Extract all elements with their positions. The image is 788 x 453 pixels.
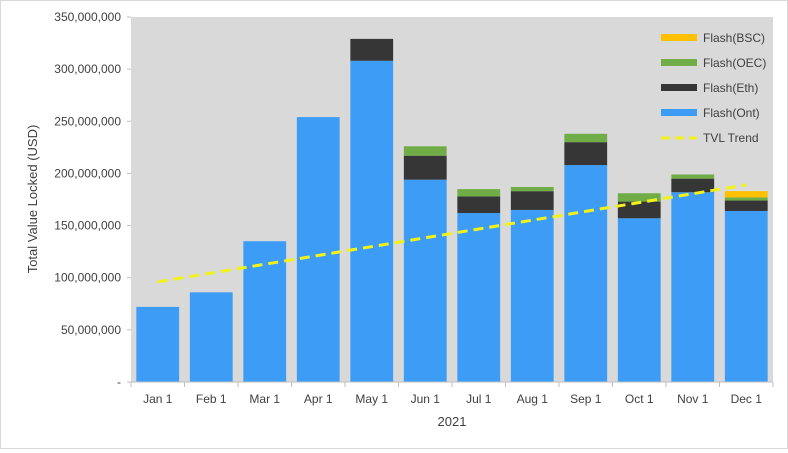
legend-swatch-flash-eth (661, 84, 697, 91)
y-tick-label: 350,000,000 (54, 10, 121, 24)
bar-flash-bsc-dec-1 (724, 191, 768, 198)
y-tick-label: 250,000,000 (54, 114, 121, 128)
bar-flash-oec-jul-1 (457, 189, 501, 197)
y-tick-label: 200,000,000 (54, 166, 121, 180)
bar-flash-ont-sep-1 (564, 165, 608, 382)
x-tick-label: Sep 1 (570, 392, 602, 406)
bar-flash-ont-jun-1 (403, 179, 447, 382)
bar-flash-ont-feb-1 (189, 292, 233, 382)
bar-flash-oec-sep-1 (564, 133, 608, 143)
bar-flash-oec-dec-1 (724, 197, 768, 201)
x-tick-label: Jan 1 (143, 392, 173, 406)
legend-label-tvl-trend: TVL Trend (703, 131, 759, 145)
x-tick-label: Oct 1 (625, 392, 654, 406)
bar-flash-ont-nov-1 (671, 192, 715, 382)
legend-swatch-flash-bsc (661, 34, 697, 41)
bar-flash-ont-mar-1 (243, 241, 287, 382)
bar-flash-oec-oct-1 (617, 193, 661, 202)
bar-flash-ont-jan-1 (136, 306, 180, 382)
bar-flash-eth-jun-1 (403, 155, 447, 180)
trend-line (157, 183, 747, 284)
bar-flash-ont-oct-1 (617, 218, 661, 382)
legend-swatch-flash-ont (661, 109, 697, 116)
x-tick-label: Nov 1 (677, 392, 709, 406)
x-tick-label: Jul 1 (466, 392, 492, 406)
y-axis-label: Total Value Locked (USD) (25, 125, 40, 274)
bar-flash-oec-aug-1 (510, 186, 554, 192)
legend-label-flash-oec: Flash(OEC) (703, 56, 766, 70)
bar-flash-ont-jul-1 (457, 213, 501, 382)
x-tick-label: May 1 (355, 392, 388, 406)
bar-flash-oec-nov-1 (671, 174, 715, 179)
bar-flash-eth-dec-1 (724, 200, 768, 211)
bar-flash-eth-sep-1 (564, 142, 608, 166)
bar-flash-eth-nov-1 (671, 178, 715, 193)
x-axis-label: 2021 (438, 414, 467, 429)
bar-flash-eth-aug-1 (510, 191, 554, 210)
y-tick-label: 150,000,000 (54, 219, 121, 233)
bar-flash-eth-oct-1 (617, 201, 661, 219)
bar-flash-eth-jul-1 (457, 196, 501, 214)
x-tick-label: Apr 1 (304, 392, 333, 406)
y-tick-label: 100,000,000 (54, 271, 121, 285)
legend-label-flash-ont: Flash(Ont) (703, 106, 760, 120)
x-tick-label: Mar 1 (249, 392, 280, 406)
y-tick-label: - (117, 375, 121, 389)
bar-flash-oec-jun-1 (403, 146, 447, 156)
x-tick-label: Feb 1 (196, 392, 227, 406)
y-tick-label: 300,000,000 (54, 62, 121, 76)
x-tick-label: Dec 1 (731, 392, 763, 406)
bar-flash-ont-apr-1 (296, 117, 340, 382)
x-tick-label: Aug 1 (517, 392, 549, 406)
y-tick-label: 50,000,000 (61, 323, 121, 337)
bar-flash-ont-dec-1 (724, 210, 768, 382)
legend-label-flash-bsc: Flash(BSC) (703, 31, 765, 45)
legend-label-flash-eth: Flash(Eth) (703, 81, 758, 95)
bar-flash-ont-may-1 (350, 60, 394, 383)
legend: Flash(BSC) Flash(OEC) Flash(Eth) Flash(Ont)… (661, 31, 766, 145)
bar-flash-ont-aug-1 (510, 209, 554, 382)
bar-flash-eth-may-1 (350, 38, 394, 61)
x-tick-label: Jun 1 (411, 392, 441, 406)
legend-swatch-flash-oec (661, 59, 697, 66)
